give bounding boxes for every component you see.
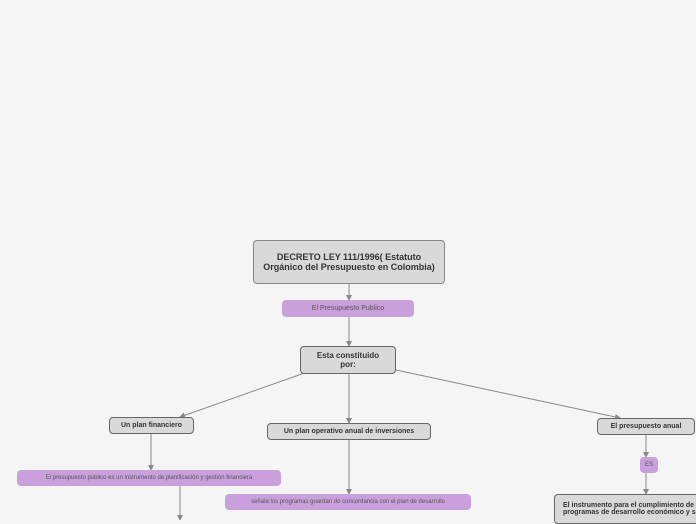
node-es: ES	[640, 457, 658, 473]
node-root: DECRETO LEY 111/1996( Estatuto Orgánico …	[253, 240, 445, 284]
node-plan_operativo: Un plan operativo anual de inversiones	[267, 423, 431, 440]
node-desc_financiero: El presupuesto publico es un instrumento…	[17, 470, 281, 486]
node-presupuesto_publico: El Presupuesto Publico	[282, 300, 414, 317]
node-constituido: Esta constituido por:	[300, 346, 396, 374]
node-desc_operativo: señala los programas guardan do concorda…	[225, 494, 471, 510]
node-plan_financiero: Un plan financiero	[109, 417, 194, 434]
node-presupuesto_anual: El presupuesto anual	[597, 418, 695, 435]
